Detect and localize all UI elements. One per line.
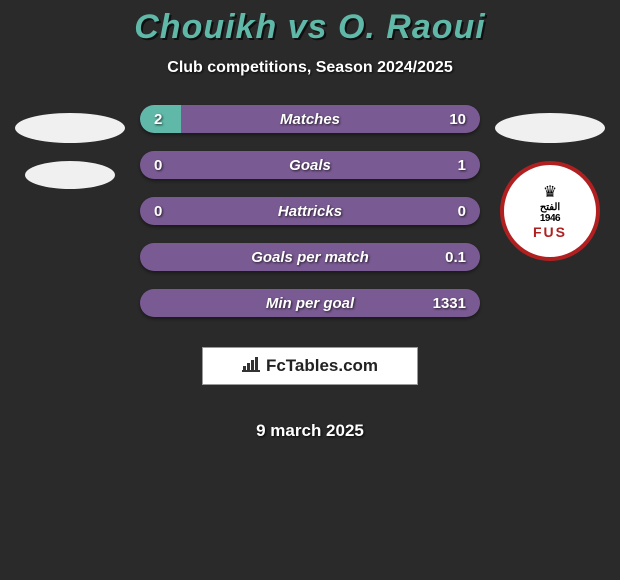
stat-bar-goals: 0 Goals 1 xyxy=(140,151,480,179)
stat-label: Goals xyxy=(140,157,480,174)
stat-bar-min-per-goal: Min per goal 1331 xyxy=(140,289,480,317)
subtitle: Club competitions, Season 2024/2025 xyxy=(167,59,452,77)
page-title: Chouikh vs O. Raoui xyxy=(134,8,485,47)
stat-right-value: 0.1 xyxy=(445,249,466,266)
crown-icon: ♛ xyxy=(533,182,567,202)
stat-label: Min per goal xyxy=(140,295,480,312)
stat-bar-hattricks: 0 Hattricks 0 xyxy=(140,197,480,225)
stat-right-value: 10 xyxy=(449,111,466,128)
crest-year: 1946 xyxy=(533,213,567,224)
stat-bar-matches: 2 Matches 10 xyxy=(140,105,480,133)
date-label: 9 march 2025 xyxy=(256,421,364,441)
player-left-badge-2 xyxy=(25,161,115,189)
content-row: 2 Matches 10 0 Goals 1 0 Hattricks 0 Goa… xyxy=(0,105,620,441)
stat-label: Goals per match xyxy=(140,249,480,266)
crest-bottom-text: FUS xyxy=(533,224,567,240)
crest-inner: ♛ الفتح 1946 FUS xyxy=(533,182,567,240)
right-player-column: ♛ الفتح 1946 FUS xyxy=(480,105,620,261)
brand-name: FcTables.com xyxy=(266,356,378,376)
club-crest: ♛ الفتح 1946 FUS xyxy=(500,161,600,261)
stat-label: Hattricks xyxy=(140,203,480,220)
comparison-infographic: Chouikh vs O. Raoui Club competitions, S… xyxy=(0,0,620,580)
stat-right-value: 0 xyxy=(458,203,466,220)
left-player-column xyxy=(0,105,140,189)
player-right-badge-1 xyxy=(495,113,605,143)
brand-box: FcTables.com xyxy=(202,347,418,385)
stat-bar-goals-per-match: Goals per match 0.1 xyxy=(140,243,480,271)
player-left-badge-1 xyxy=(15,113,125,143)
stat-right-value: 1331 xyxy=(433,295,466,312)
stats-bars: 2 Matches 10 0 Goals 1 0 Hattricks 0 Goa… xyxy=(140,105,480,441)
stat-right-value: 1 xyxy=(458,157,466,174)
crest-main-text: الفتح xyxy=(533,202,567,213)
chart-icon xyxy=(242,356,260,377)
stat-label: Matches xyxy=(140,111,480,128)
